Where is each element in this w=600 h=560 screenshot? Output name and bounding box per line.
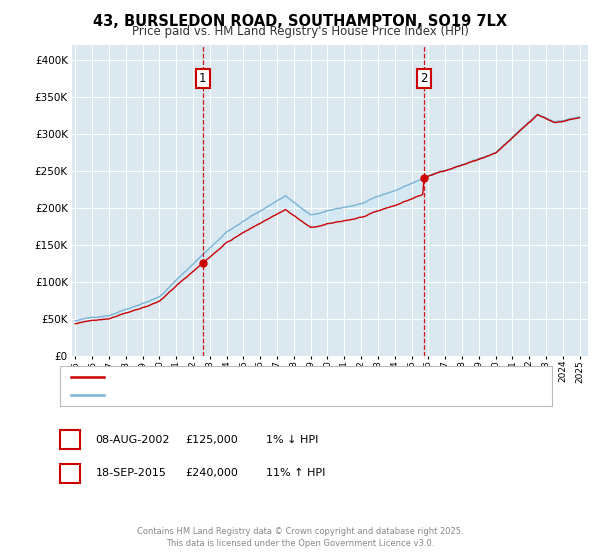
Text: 1% ↓ HPI: 1% ↓ HPI (266, 435, 319, 445)
Text: Price paid vs. HM Land Registry's House Price Index (HPI): Price paid vs. HM Land Registry's House … (131, 25, 469, 38)
Text: HPI: Average price, semi-detached house, Southampton: HPI: Average price, semi-detached house,… (109, 390, 382, 400)
Text: 43, BURSLEDON ROAD, SOUTHAMPTON, SO19 7LX: 43, BURSLEDON ROAD, SOUTHAMPTON, SO19 7L… (93, 14, 507, 29)
Text: 1: 1 (67, 433, 74, 446)
Text: 2: 2 (421, 72, 428, 85)
Text: 1: 1 (199, 72, 206, 85)
Text: £125,000: £125,000 (185, 435, 238, 445)
Text: 2: 2 (67, 466, 74, 480)
Text: 18-SEP-2015: 18-SEP-2015 (95, 468, 166, 478)
Text: Contains HM Land Registry data © Crown copyright and database right 2025.
This d: Contains HM Land Registry data © Crown c… (137, 527, 463, 548)
Text: £240,000: £240,000 (185, 468, 238, 478)
Text: 08-AUG-2002: 08-AUG-2002 (95, 435, 170, 445)
Text: 43, BURSLEDON ROAD, SOUTHAMPTON, SO19 7LX (semi-detached house): 43, BURSLEDON ROAD, SOUTHAMPTON, SO19 7L… (109, 372, 472, 382)
Text: 11% ↑ HPI: 11% ↑ HPI (266, 468, 326, 478)
